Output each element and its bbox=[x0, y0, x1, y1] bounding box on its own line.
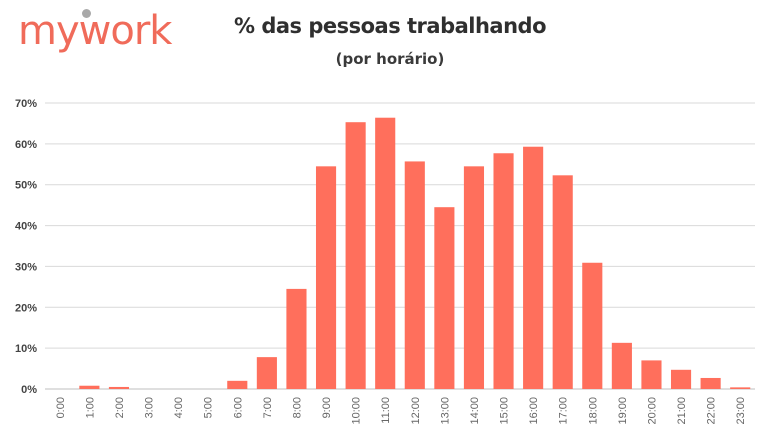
x-tick-label: 19:00 bbox=[617, 397, 629, 425]
bar-20-00 bbox=[641, 360, 662, 389]
y-tick-label: 70% bbox=[15, 98, 37, 110]
x-tick-label: 14:00 bbox=[469, 397, 481, 425]
bar-1-00 bbox=[79, 385, 100, 389]
bar-17-00 bbox=[552, 175, 573, 389]
bar-22-00 bbox=[700, 377, 721, 389]
bar-14-00 bbox=[463, 166, 485, 389]
x-tick-label: 6:00 bbox=[232, 397, 244, 418]
logo-text-my: my bbox=[18, 8, 80, 54]
bar-18-00 bbox=[582, 262, 603, 389]
y-tick-label: 10% bbox=[15, 343, 37, 355]
bar-21-00 bbox=[670, 369, 692, 389]
x-tick-label: 8:00 bbox=[291, 397, 303, 418]
chart-subtitle: (por horário) bbox=[335, 50, 445, 68]
x-tick-label: 7:00 bbox=[262, 397, 274, 418]
bar-7-00 bbox=[256, 357, 277, 389]
bar-13-00 bbox=[434, 207, 455, 389]
bar-11-00 bbox=[375, 117, 396, 390]
bar-19-00 bbox=[611, 342, 632, 389]
x-tick-label: 2:00 bbox=[114, 397, 126, 418]
x-tick-label: 12:00 bbox=[410, 397, 422, 425]
logo-dot-icon bbox=[82, 9, 91, 18]
x-tick-label: 3:00 bbox=[144, 397, 156, 418]
x-tick-label: 16:00 bbox=[528, 397, 540, 425]
x-tick-label: 21:00 bbox=[676, 397, 688, 425]
y-tick-label: 40% bbox=[15, 221, 37, 233]
bar-15-00 bbox=[493, 153, 514, 389]
x-tick-label: 5:00 bbox=[203, 397, 215, 418]
y-tick-label: 30% bbox=[15, 261, 37, 273]
x-tick-label: 11:00 bbox=[380, 397, 392, 424]
x-tick-label: 0:00 bbox=[55, 397, 67, 418]
y-tick-label: 50% bbox=[15, 180, 37, 192]
bar-23-00 bbox=[730, 387, 751, 389]
logo-text-work: work bbox=[78, 8, 173, 54]
x-tick-label: 17:00 bbox=[558, 397, 570, 425]
y-tick-label: 0% bbox=[21, 384, 37, 396]
x-tick-label: 20:00 bbox=[646, 397, 658, 425]
x-tick-label: 15:00 bbox=[499, 397, 511, 425]
bar-16-00 bbox=[523, 146, 544, 389]
bar-9-00 bbox=[315, 166, 337, 389]
y-tick-label: 20% bbox=[15, 302, 37, 314]
x-tick-label: 18:00 bbox=[587, 397, 599, 425]
bar-12-00 bbox=[404, 161, 425, 389]
bar-10-00 bbox=[345, 122, 366, 390]
bar-2-00 bbox=[108, 386, 130, 389]
x-tick-label: 23:00 bbox=[735, 397, 747, 425]
x-tick-label: 1:00 bbox=[84, 397, 96, 418]
x-tick-label: 10:00 bbox=[351, 397, 363, 425]
x-tick-label: 13:00 bbox=[439, 397, 451, 425]
logo: mywork bbox=[18, 6, 173, 56]
y-tick-label: 60% bbox=[15, 139, 37, 151]
x-tick-label: 4:00 bbox=[173, 397, 185, 418]
x-tick-label: 22:00 bbox=[706, 397, 718, 425]
x-tick-label: 9:00 bbox=[321, 397, 333, 418]
bar-6-00 bbox=[227, 380, 248, 389]
chart-title: % das pessoas trabalhando bbox=[233, 14, 547, 38]
bar-8-00 bbox=[286, 288, 307, 389]
